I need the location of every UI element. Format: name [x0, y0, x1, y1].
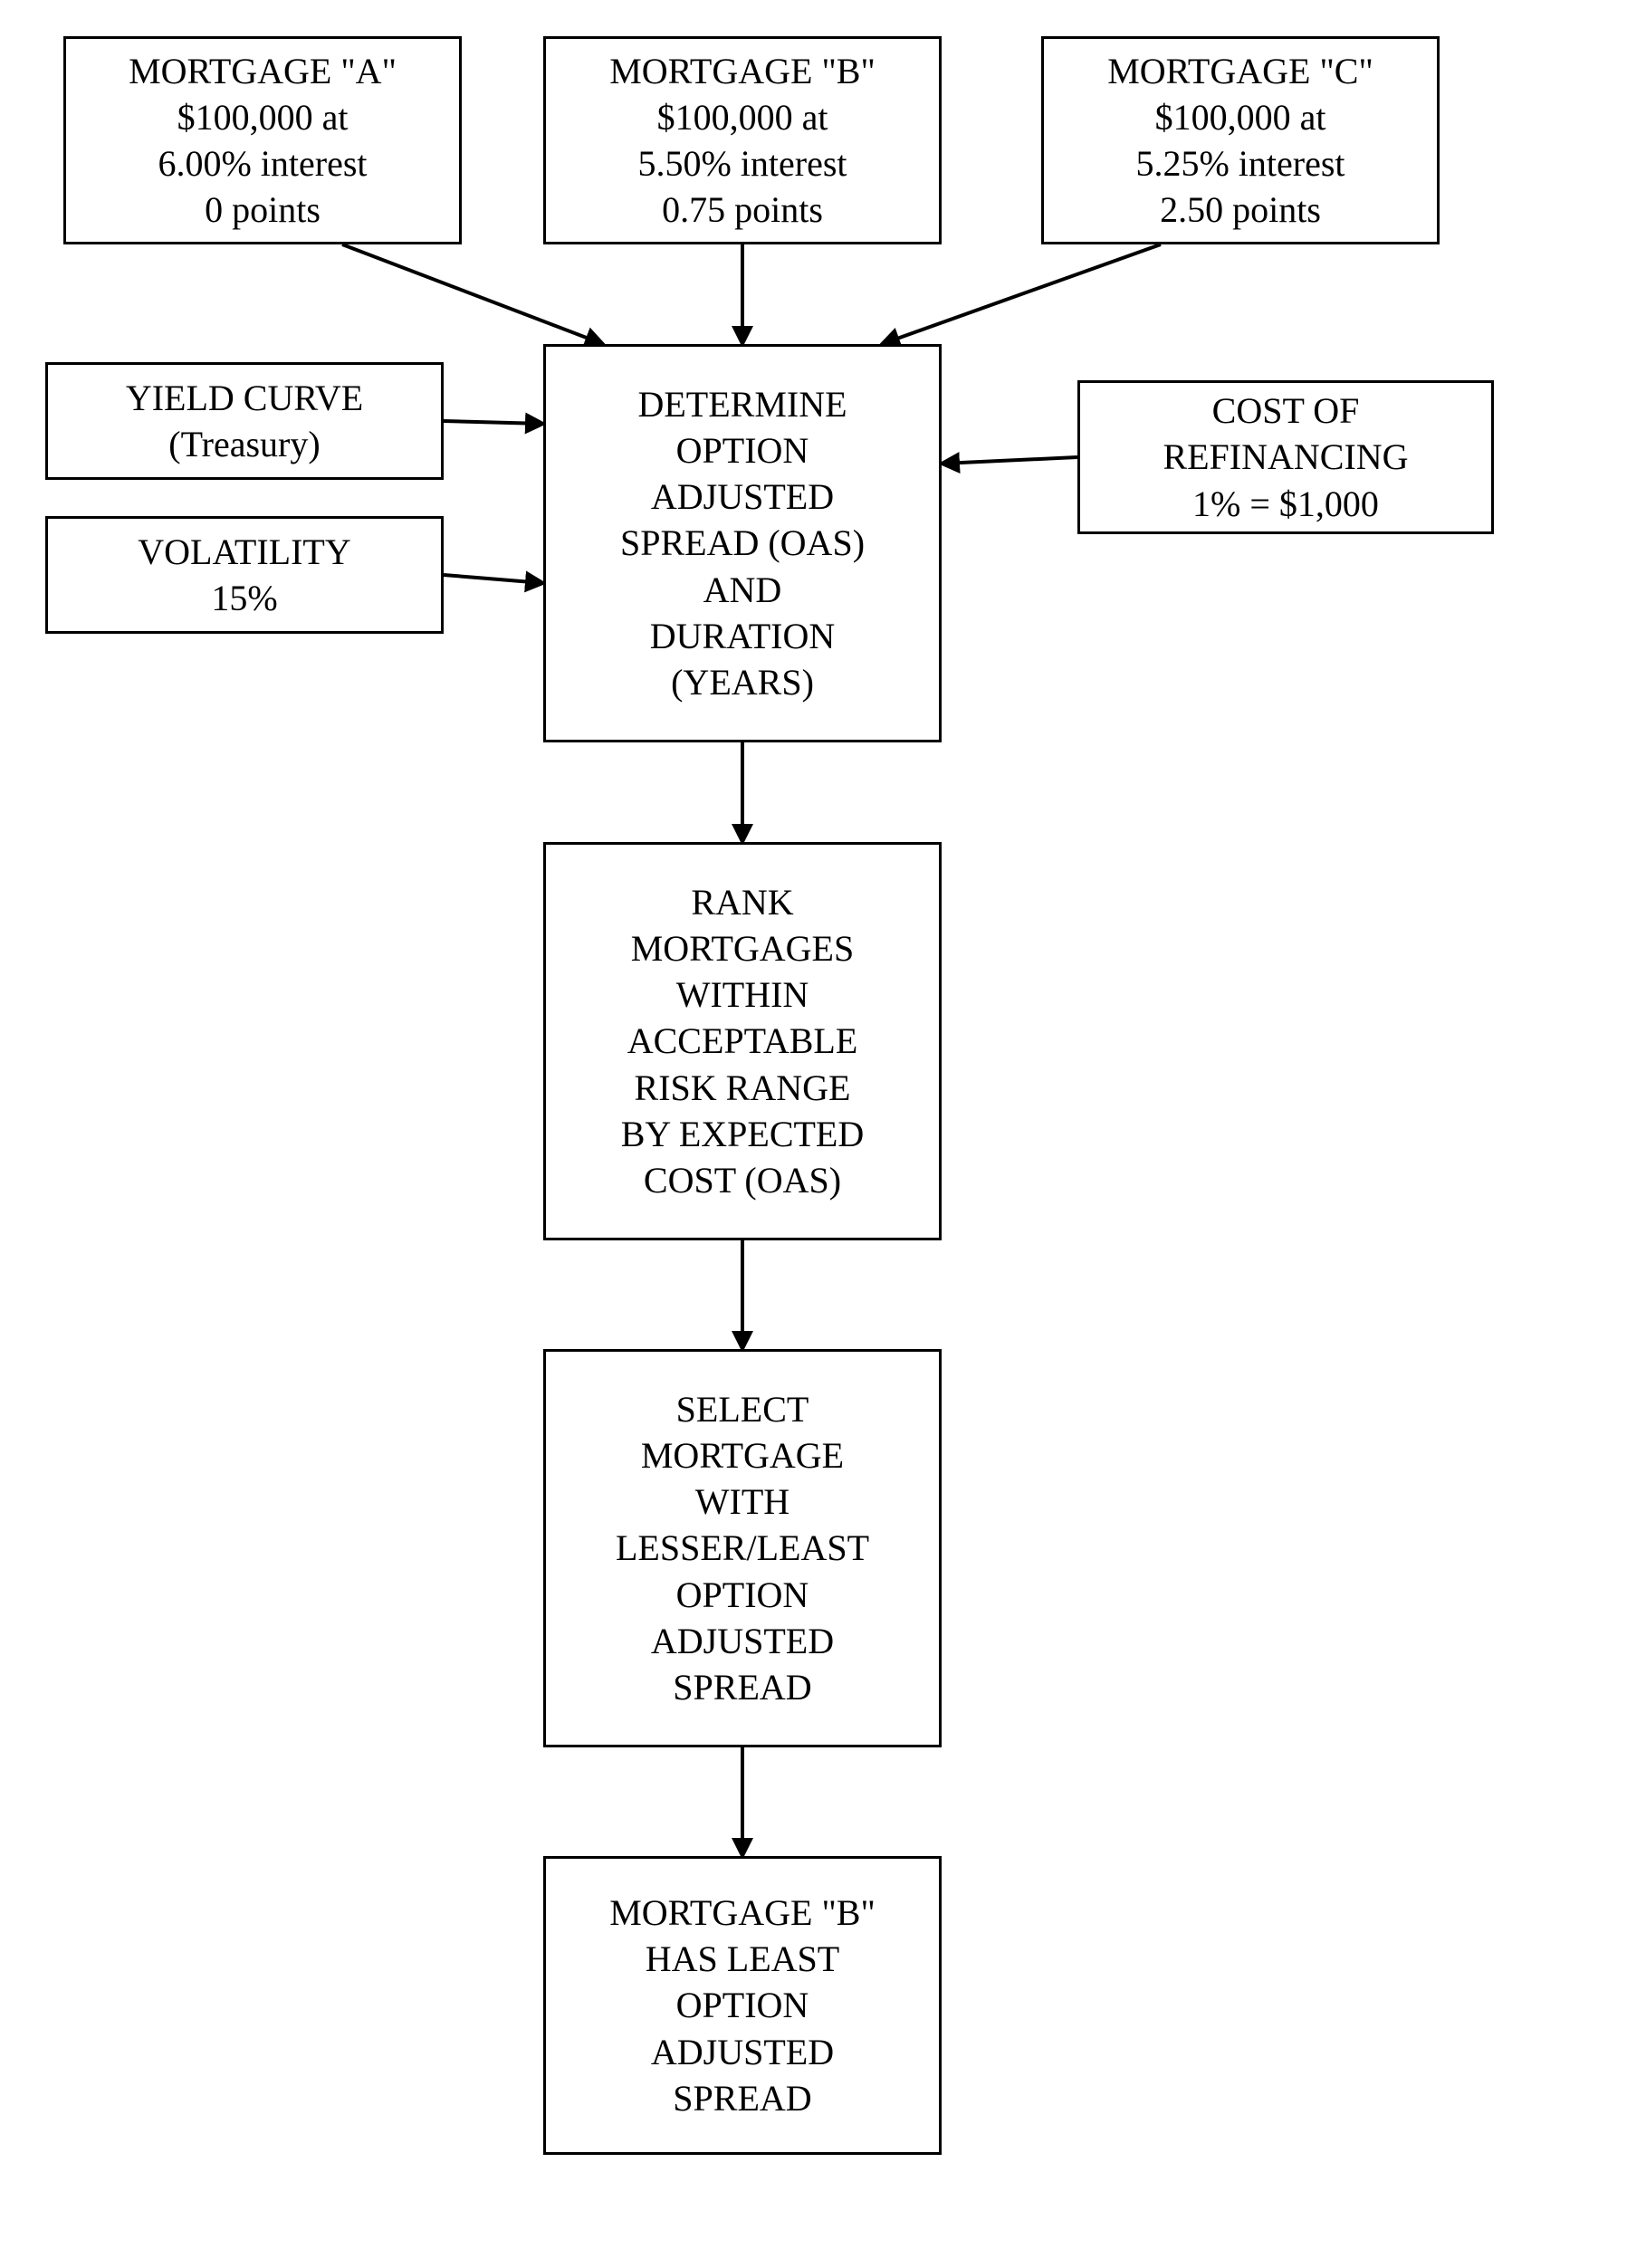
- node-vol-line: 15%: [211, 575, 277, 621]
- node-rank: RANKMORTGAGESWITHINACCEPTABLERISK RANGEB…: [543, 842, 942, 1240]
- node-result-line: MORTGAGE "B": [609, 1890, 876, 1936]
- node-oas-line: ADJUSTED: [651, 474, 834, 520]
- node-vol-line: VOLATILITY: [138, 529, 351, 575]
- node-mortB-line: MORTGAGE "B": [609, 48, 876, 94]
- node-select-line: WITH: [695, 1479, 790, 1525]
- node-rank-line: BY EXPECTED: [621, 1111, 865, 1157]
- node-mortC-line: MORTGAGE "C": [1107, 48, 1373, 94]
- node-rank-line: ACCEPTABLE: [627, 1018, 858, 1064]
- node-mortC: MORTGAGE "C"$100,000 at5.25% interest2.5…: [1041, 36, 1440, 244]
- node-select-line: SPREAD: [673, 1664, 811, 1710]
- flowchart-canvas: MORTGAGE "A"$100,000 at6.00% interest0 p…: [0, 0, 1646, 2268]
- edge-yield-to-oas: [444, 421, 543, 424]
- node-result-line: HAS LEAST: [646, 1936, 839, 1982]
- node-mortB-line: 0.75 points: [662, 187, 823, 233]
- edge-vol-to-oas: [444, 575, 543, 583]
- node-mortC-line: $100,000 at: [1155, 94, 1326, 140]
- node-rank-line: RANK: [691, 879, 793, 925]
- node-mortA-line: 6.00% interest: [158, 140, 367, 187]
- node-mortB-line: 5.50% interest: [637, 140, 847, 187]
- node-mortB-line: $100,000 at: [657, 94, 828, 140]
- node-select-line: MORTGAGE: [641, 1432, 844, 1479]
- node-select-line: SELECT: [676, 1386, 809, 1432]
- node-cost-line: COST OF: [1212, 388, 1360, 434]
- node-result-line: OPTION: [676, 1982, 809, 2028]
- node-mortA-line: MORTGAGE "A": [129, 48, 397, 94]
- node-select-line: LESSER/LEAST: [616, 1525, 869, 1571]
- node-oas-line: (YEARS): [671, 659, 814, 705]
- node-oas-line: AND: [703, 567, 782, 613]
- node-yield-line: (Treasury): [168, 421, 320, 467]
- node-mortB: MORTGAGE "B"$100,000 at5.50% interest0.7…: [543, 36, 942, 244]
- node-oas-line: DETERMINE: [637, 381, 847, 427]
- node-vol: VOLATILITY15%: [45, 516, 444, 634]
- node-cost-line: REFINANCING: [1163, 434, 1408, 480]
- node-result: MORTGAGE "B"HAS LEASTOPTIONADJUSTEDSPREA…: [543, 1856, 942, 2155]
- node-oas-line: DURATION: [650, 613, 835, 659]
- node-rank-line: COST (OAS): [644, 1157, 841, 1203]
- node-oas: DETERMINEOPTIONADJUSTEDSPREAD (OAS)ANDDU…: [543, 344, 942, 742]
- node-yield-line: YIELD CURVE: [126, 375, 363, 421]
- node-mortC-line: 5.25% interest: [1135, 140, 1345, 187]
- node-mortA: MORTGAGE "A"$100,000 at6.00% interest0 p…: [63, 36, 462, 244]
- node-oas-line: SPREAD (OAS): [620, 520, 865, 566]
- node-rank-line: MORTGAGES: [631, 925, 855, 971]
- node-rank-line: RISK RANGE: [635, 1065, 851, 1111]
- edge-mortC-to-oas: [882, 244, 1161, 344]
- node-select-line: OPTION: [676, 1572, 809, 1618]
- node-cost: COST OFREFINANCING1% = $1,000: [1077, 380, 1494, 534]
- node-mortC-line: 2.50 points: [1160, 187, 1321, 233]
- node-rank-line: WITHIN: [676, 971, 809, 1018]
- node-yield: YIELD CURVE(Treasury): [45, 362, 444, 480]
- node-result-line: SPREAD: [673, 2075, 811, 2121]
- edge-cost-to-oas: [942, 457, 1077, 464]
- node-select-line: ADJUSTED: [651, 1618, 834, 1664]
- node-select: SELECTMORTGAGEWITHLESSER/LEASTOPTIONADJU…: [543, 1349, 942, 1747]
- node-mortA-line: 0 points: [205, 187, 321, 233]
- node-oas-line: OPTION: [676, 427, 809, 474]
- node-result-line: ADJUSTED: [651, 2029, 834, 2075]
- edge-mortA-to-oas: [342, 244, 603, 344]
- node-mortA-line: $100,000 at: [177, 94, 349, 140]
- node-cost-line: 1% = $1,000: [1192, 481, 1379, 527]
